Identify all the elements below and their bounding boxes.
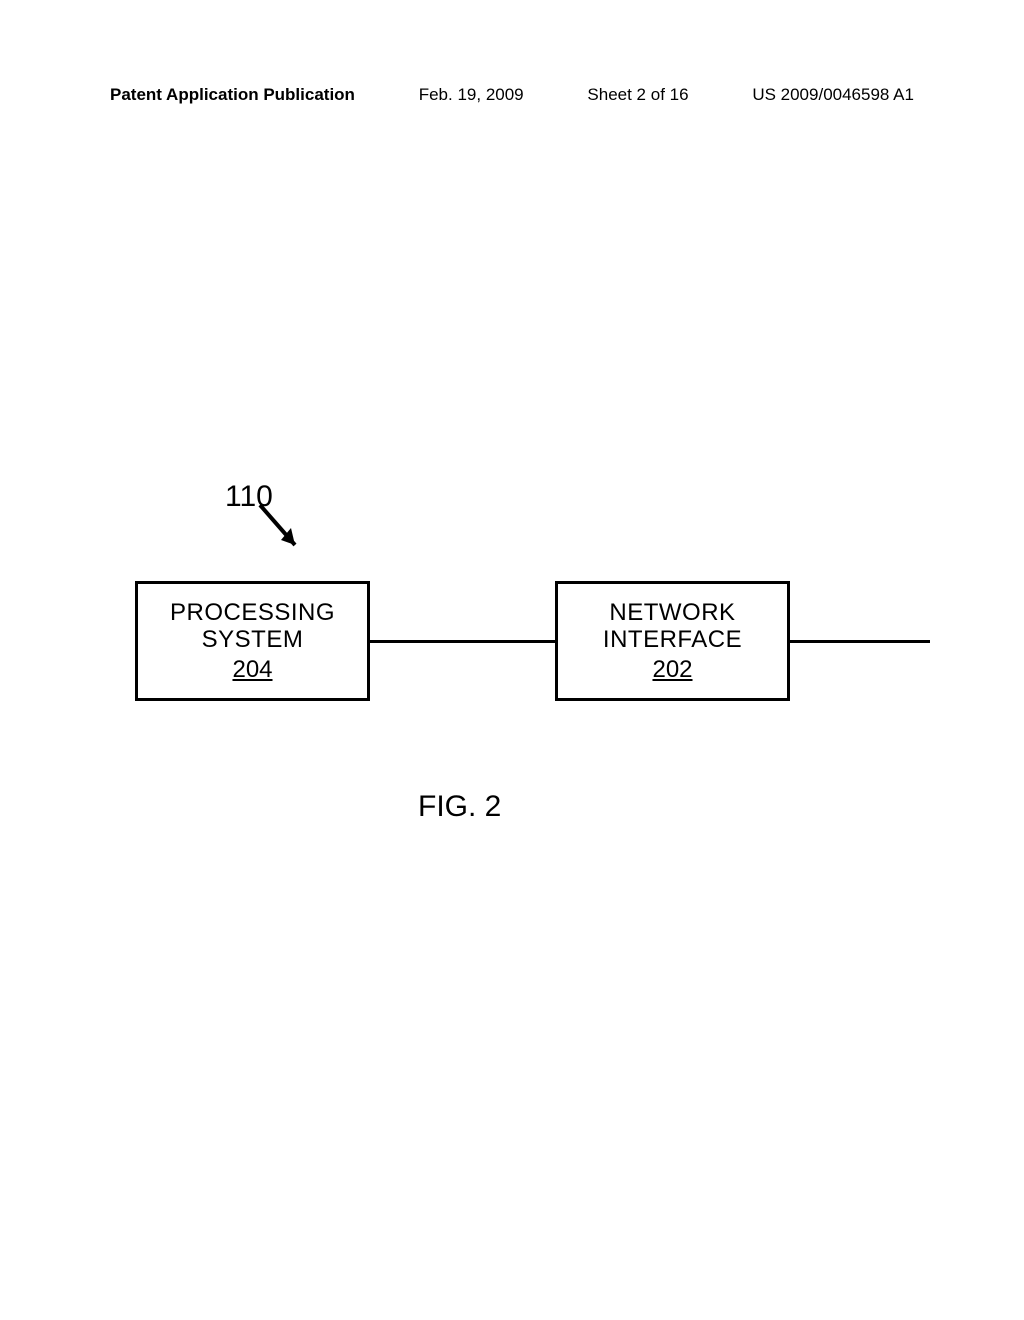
callout-arrow-icon (255, 500, 315, 560)
block-diagram: 110 PROCESSING SYSTEM 204 NETWORK INTERF… (0, 0, 1024, 1320)
block-processing-system: PROCESSING SYSTEM 204 (135, 581, 370, 701)
block-line1: NETWORK (609, 599, 735, 627)
block-line1: PROCESSING (170, 599, 335, 627)
page: Patent Application Publication Feb. 19, … (0, 0, 1024, 1320)
connector-line (370, 640, 555, 643)
figure-label: FIG. 2 (418, 790, 501, 824)
block-line2: INTERFACE (603, 626, 742, 654)
block-refnum: 202 (652, 656, 692, 684)
connector-line (790, 640, 930, 643)
block-line2: SYSTEM (202, 626, 304, 654)
block-network-interface: NETWORK INTERFACE 202 (555, 581, 790, 701)
block-refnum: 204 (232, 656, 272, 684)
